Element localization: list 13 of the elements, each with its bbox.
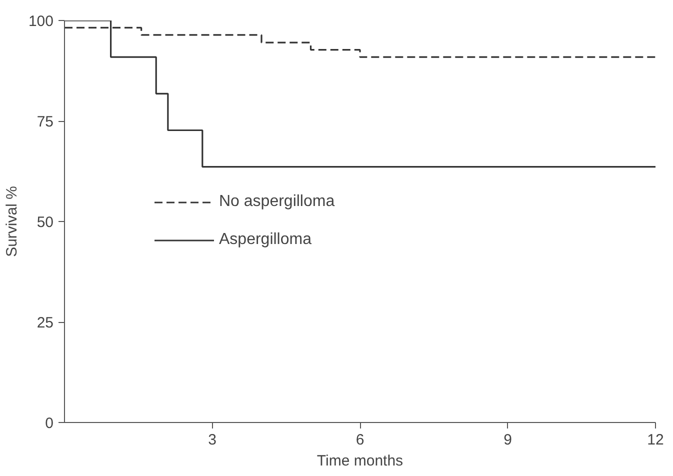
y-tick-label: 100	[28, 13, 54, 30]
x-axis-title: Time months	[316, 452, 404, 470]
y-tick-label: 0	[45, 415, 54, 432]
y-axis-title: Survival %	[3, 186, 20, 257]
x-tick-label: 3	[208, 432, 216, 448]
y-tick-label: 25	[36, 314, 54, 332]
x-tick-label: 12	[647, 432, 664, 448]
y-tick-label: 50	[36, 214, 54, 231]
x-tick-label: 9	[504, 432, 512, 448]
y-tick-label: 75	[36, 114, 54, 130]
legend-label: Aspergilloma	[219, 231, 312, 249]
x-tick-label: 6	[356, 432, 364, 448]
legend-label: No aspergilloma	[219, 193, 335, 211]
